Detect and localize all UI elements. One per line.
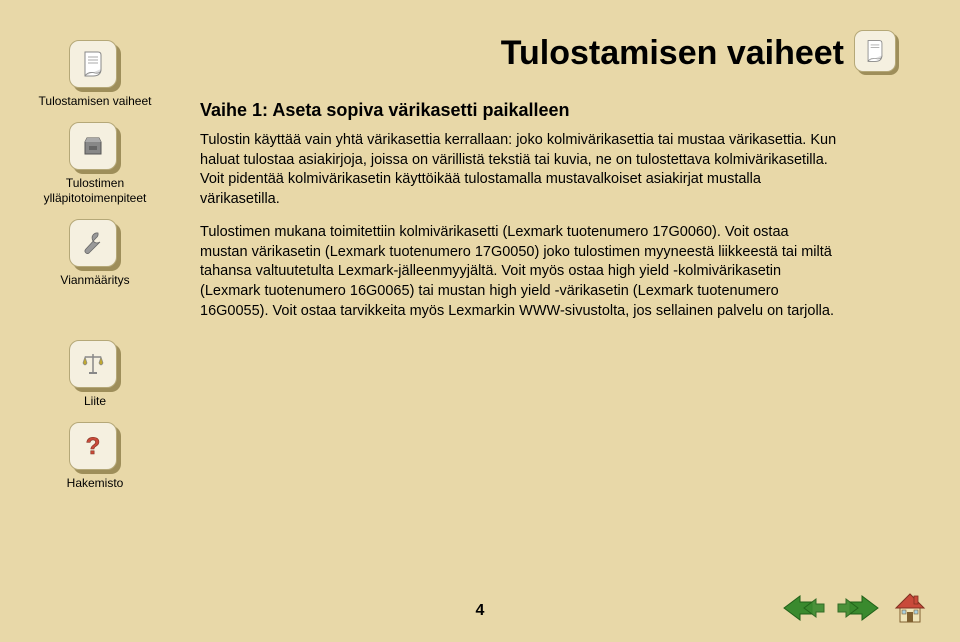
next-page-button[interactable] — [836, 593, 880, 623]
sidebar-item-label: Liite — [84, 394, 106, 408]
svg-text:?: ? — [86, 433, 101, 460]
sidebar-item-print-steps[interactable]: Tulostamisen vaiheet — [39, 40, 152, 108]
doc-curl-icon — [854, 30, 900, 76]
home-button[interactable] — [890, 590, 930, 626]
prev-page-button[interactable] — [782, 593, 826, 623]
sidebar-item-label: Vianmääritys — [60, 273, 129, 287]
sidebar-item-index[interactable]: ? Hakemisto — [67, 422, 124, 490]
sidebar-item-maintenance[interactable]: Tulostimen ylläpitotoimenpiteet — [30, 122, 160, 205]
sidebar-item-appendix[interactable]: Liite — [69, 340, 121, 408]
sidebar-item-label: Tulostamisen vaiheet — [39, 94, 152, 108]
sidebar-item-label: Hakemisto — [67, 476, 124, 490]
body-paragraph: Tulostimen mukana toimitettiin kolmiväri… — [200, 223, 840, 321]
page-number: 4 — [476, 602, 485, 620]
doc-curl-icon — [69, 40, 121, 92]
cartridge-icon — [69, 122, 121, 174]
main-content: Tulostamisen vaiheet Vaihe 1: Aseta sopi… — [190, 0, 960, 642]
step-heading: Vaihe 1: Aseta sopiva värikasetti paikal… — [200, 100, 900, 121]
sidebar-item-label: Tulostimen ylläpitotoimenpiteet — [30, 176, 160, 205]
body-paragraph: Tulostin käyttää vain yhtä värikasettia … — [200, 131, 840, 209]
page-title: Tulostamisen vaiheet — [501, 34, 844, 73]
scales-icon — [69, 340, 121, 392]
sidebar-item-troubleshoot[interactable]: Vianmääritys — [60, 219, 129, 287]
question-icon: ? — [69, 422, 121, 474]
bottom-nav — [782, 590, 930, 626]
wrench-icon — [69, 219, 121, 271]
sidebar: Tulostamisen vaiheet Tulostimen ylläpito… — [0, 0, 190, 642]
